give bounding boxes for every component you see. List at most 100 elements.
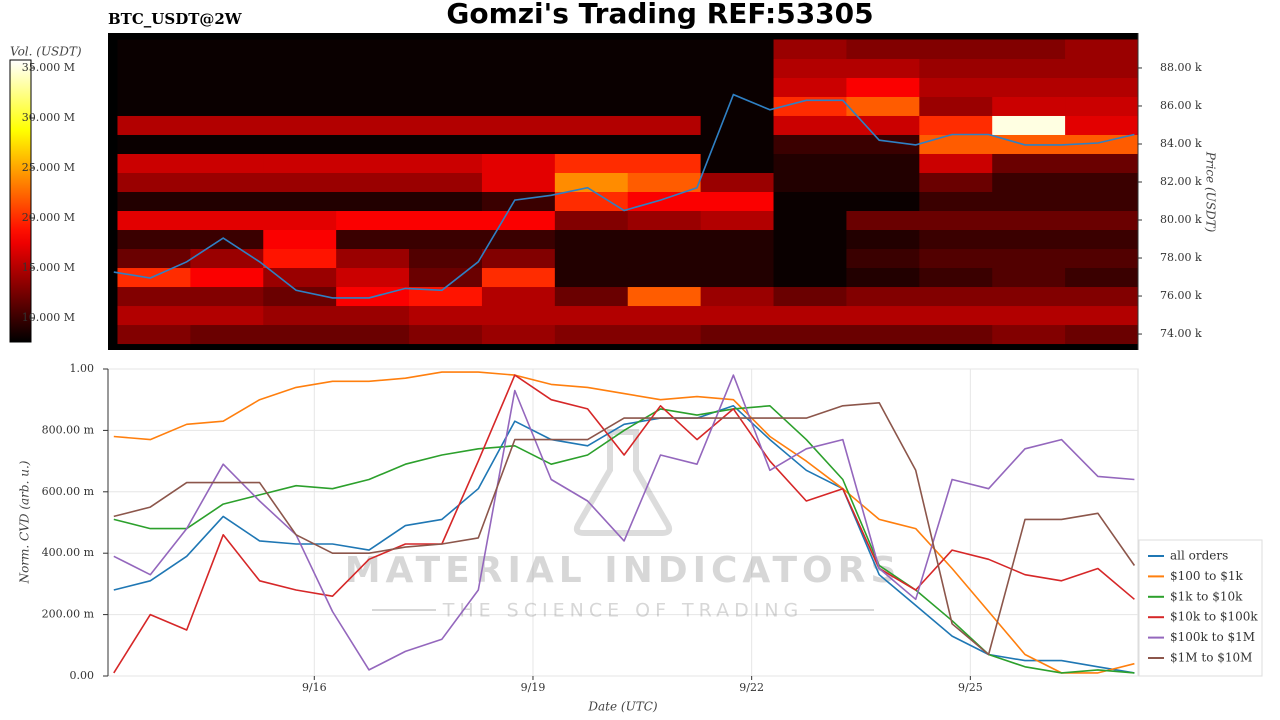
heat-cell [117, 153, 191, 173]
heat-cell [554, 286, 629, 307]
legend-label: $10k to $100k [1170, 610, 1258, 624]
heat-cell [846, 172, 920, 192]
y-tick-label: 74.00 k [1160, 327, 1202, 340]
heat-cell [554, 39, 629, 59]
heat-cell [409, 191, 483, 212]
heat-cell [336, 58, 410, 78]
heat-cell [627, 267, 702, 288]
heat-cell [554, 58, 629, 78]
heat-cell [992, 191, 1066, 212]
series-line [113, 371, 1135, 674]
heat-cell [263, 324, 337, 345]
heat-cell [554, 248, 629, 269]
lines [113, 371, 1136, 674]
heat-cell [1065, 153, 1138, 173]
y-tick-label: 82.00 k [1160, 175, 1202, 188]
heat-cell [190, 96, 264, 116]
heat-cell [409, 115, 483, 135]
heat-cell [336, 134, 410, 154]
heat-cell [409, 305, 483, 326]
heat-cell [409, 153, 483, 173]
heat-cell [263, 134, 337, 154]
heat-cell [1065, 286, 1138, 307]
y-tick-label: 88.00 k [1160, 61, 1202, 74]
heat-cell [773, 96, 847, 116]
heat-cell [117, 115, 191, 135]
heat-cell [773, 248, 847, 269]
x-axis-label: Date (UTC) [587, 700, 657, 714]
heat-cell [919, 39, 993, 59]
heat-cell [554, 115, 629, 135]
series-line [113, 374, 1135, 674]
heat-cell [846, 134, 920, 154]
heat-cell [627, 210, 702, 231]
heat-cell [409, 286, 483, 307]
y-tick-label: 80.00 k [1160, 213, 1202, 226]
heat-cell [846, 115, 920, 135]
y-tick-label: 800.00 m [42, 423, 95, 436]
heat-cell [773, 229, 847, 250]
heat-cell [190, 77, 264, 97]
heat-cell [700, 210, 775, 231]
heat-cell [190, 172, 264, 192]
heat-cell [263, 286, 337, 307]
series-line [113, 405, 1135, 674]
heat-cell [1065, 267, 1138, 288]
heat-cell [117, 286, 191, 307]
heat-cell [992, 210, 1066, 231]
axes: 0.00 200.00 m 400.00 m 600.00 m 800.00 m 1.00… [42, 362, 983, 694]
heat-cell [700, 191, 775, 212]
heat-cell [1065, 77, 1138, 97]
heat-cell [409, 96, 483, 116]
heat-cell [919, 134, 993, 154]
colorbar-tick-label: 30.000 M [22, 111, 75, 124]
heat-cell [919, 305, 993, 326]
heat-cell [554, 267, 629, 288]
y-tick-label: 1.00 [70, 362, 95, 375]
heat-cell [263, 172, 337, 192]
y-axis-label: Price (USDT) [1204, 151, 1218, 233]
legend-box [1138, 539, 1263, 677]
heat-cell [773, 286, 847, 307]
y-tick-label: 84.00 k [1160, 137, 1202, 150]
heat-cell [627, 324, 702, 345]
colorbar [9, 59, 32, 343]
heat-cell [846, 58, 920, 78]
series-line [113, 374, 1135, 671]
heat-cell [190, 324, 264, 345]
heat-cell [992, 305, 1066, 326]
heat-cell [700, 153, 775, 173]
heat-cell [263, 267, 337, 288]
heat-cell [554, 172, 629, 192]
heat-cell [263, 191, 337, 212]
heat-cell [919, 324, 993, 345]
heat-cell [773, 77, 847, 97]
heat-cell [773, 210, 847, 231]
heatmap [113, 39, 1138, 345]
heat-cell [481, 96, 556, 116]
heat-cell [263, 153, 337, 173]
heat-cell [992, 286, 1066, 307]
heat-cell [1065, 115, 1138, 135]
price-axis: 74.00 k 76.00 k 78.00 k 80.00 k 82.00 k 84.00… [1137, 33, 1202, 350]
heat-cell [773, 58, 847, 78]
heat-cell [263, 58, 337, 78]
legend-label: $1k to $10k [1170, 589, 1243, 603]
heat-cell [481, 229, 556, 250]
heat-cell [409, 248, 483, 269]
heat-cell [409, 172, 483, 192]
legend-label: $1M to $10M [1170, 651, 1252, 665]
heat-cell [773, 172, 847, 192]
heat-cell [336, 96, 410, 116]
heat-cell [1065, 324, 1138, 345]
heat-cell [992, 115, 1066, 135]
heat-cell [263, 210, 337, 231]
heat-cell [773, 324, 847, 345]
heat-cell [481, 324, 556, 345]
heat-cell [409, 58, 483, 78]
heat-cell [117, 172, 191, 192]
heat-cell [919, 267, 993, 288]
heat-cell [554, 229, 629, 250]
heat-cell [773, 134, 847, 154]
legend-label: $100 to $1k [1170, 569, 1243, 583]
